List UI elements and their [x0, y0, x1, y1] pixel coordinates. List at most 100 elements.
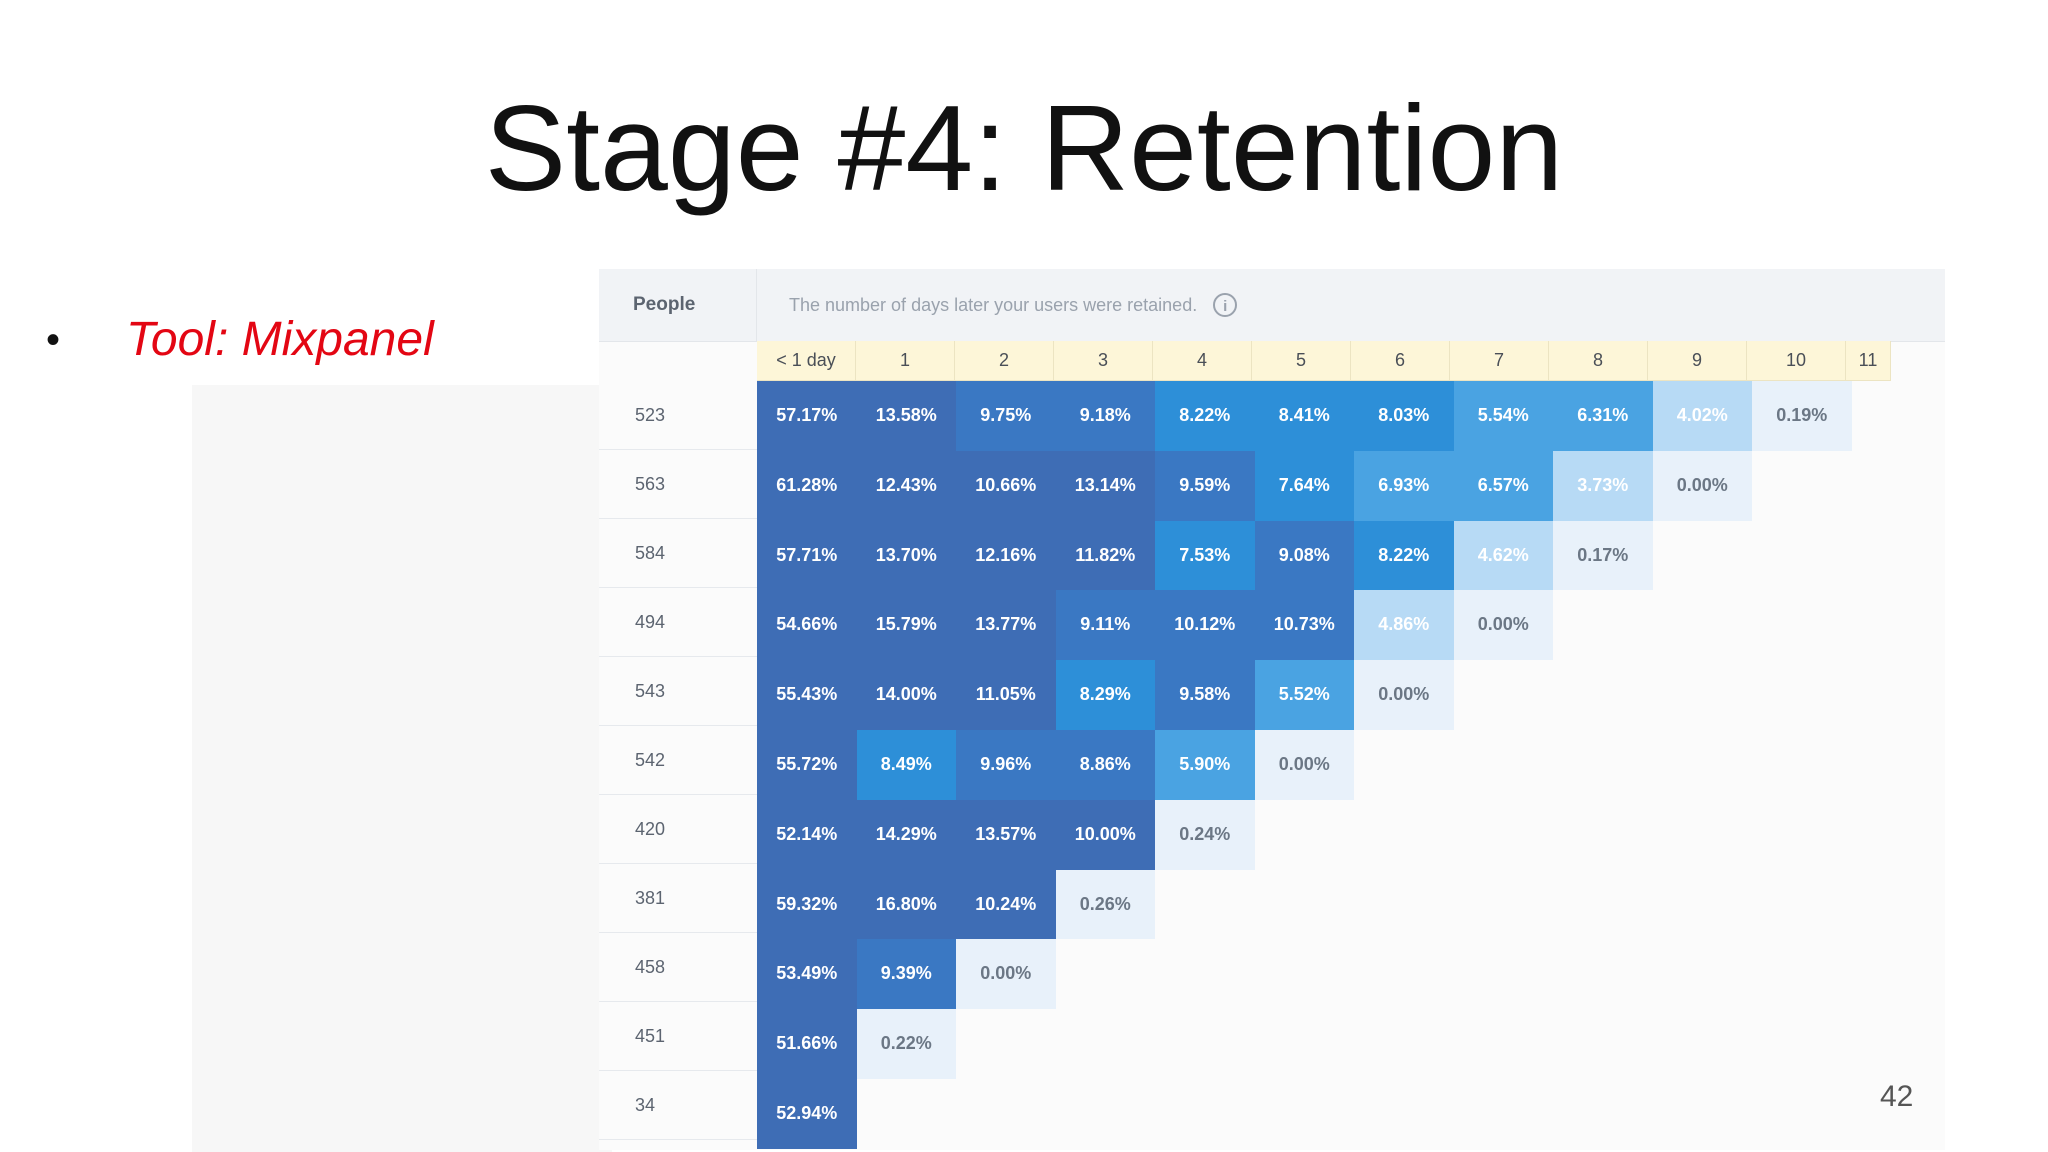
retention-cell: 61.28% — [757, 450, 857, 521]
retention-cell: 13.77% — [956, 590, 1056, 661]
retention-cell: 52.14% — [757, 799, 857, 870]
retention-cell: 9.75% — [956, 381, 1056, 451]
retention-cell: 59.32% — [757, 869, 857, 940]
screenshot-shade — [192, 385, 612, 1152]
bullet-text: Tool: Mixpanel — [126, 313, 434, 366]
table-row: 57.17% 13.58% 9.75% 9.18% 8.22% 8.41% 8.03% 5.5… — [757, 381, 1852, 451]
retention-cell: 0.00% — [1652, 450, 1752, 521]
people-count-cell: 542 — [599, 726, 757, 795]
slide-title: Stage #4: Retention — [484, 80, 1564, 216]
day-header-cell: 10 — [1747, 341, 1846, 380]
retention-cell: 53.49% — [757, 939, 857, 1010]
retention-cell: 57.71% — [757, 520, 857, 591]
day-header-cell: 1 — [856, 341, 955, 380]
people-count-cell: 451 — [599, 1002, 757, 1071]
retention-cell: 5.90% — [1155, 729, 1255, 800]
retention-cell: 9.18% — [1055, 381, 1155, 451]
retention-cell: 57.17% — [757, 381, 857, 451]
people-count-cell: 458 — [599, 933, 757, 1002]
retention-cell: 6.57% — [1453, 450, 1553, 521]
retention-cell: 10.24% — [956, 869, 1056, 940]
retention-cell: 0.22% — [856, 1009, 956, 1079]
people-column: 523 563 584 494 543 542 420 381 458 451 34 — [599, 381, 758, 1140]
retention-cell: 10.66% — [956, 450, 1056, 521]
retention-header: People The number of days later your use… — [599, 269, 1945, 342]
day-header-cell: 11 — [1846, 341, 1891, 380]
people-count-cell: 381 — [599, 864, 757, 933]
people-count-cell: 563 — [599, 450, 757, 519]
people-count-cell: 584 — [599, 519, 757, 588]
retention-cell: 8.29% — [1055, 660, 1155, 730]
retention-cell: 13.70% — [856, 520, 956, 591]
retention-cell: 11.05% — [956, 660, 1056, 730]
retention-cell: 0.17% — [1553, 520, 1653, 591]
retention-cell: 8.22% — [1354, 520, 1454, 591]
retention-cell: 7.53% — [1155, 520, 1255, 591]
table-row: 52.14% 14.29% 13.57% 10.00% 0.24% — [757, 799, 1852, 870]
retention-cell: 16.80% — [856, 869, 956, 940]
retention-cell: 3.73% — [1553, 450, 1653, 521]
retention-cell: 9.58% — [1155, 660, 1255, 730]
people-count-cell: 34 — [599, 1071, 757, 1140]
days-caption-text: The number of days later your users were… — [789, 294, 1198, 315]
retention-cell: 9.11% — [1055, 590, 1155, 661]
retention-cell: 10.73% — [1254, 590, 1354, 661]
retention-cell: 0.19% — [1752, 381, 1852, 451]
info-icon[interactable]: i — [1213, 293, 1238, 317]
retention-cell: 8.86% — [1055, 729, 1155, 800]
retention-cell: 51.66% — [757, 1009, 857, 1079]
retention-cell: 5.52% — [1254, 660, 1354, 730]
retention-cell: 0.00% — [1453, 590, 1553, 661]
retention-cell: 10.00% — [1055, 799, 1155, 870]
retention-cell: 4.86% — [1354, 590, 1454, 661]
day-header-cell: 4 — [1153, 341, 1252, 380]
people-count-cell: 420 — [599, 795, 757, 864]
bullet-item: • Tool: Mixpanel — [46, 308, 434, 372]
day-header-cell: < 1 day — [757, 341, 856, 380]
table-row: 55.43% 14.00% 11.05% 8.29% 9.58% 5.52% 0.00% — [757, 660, 1852, 730]
retention-cell: 9.96% — [956, 729, 1056, 800]
people-count-cell: 543 — [599, 657, 757, 726]
retention-cell: 55.72% — [757, 729, 857, 800]
retention-cell: 13.57% — [956, 799, 1056, 870]
retention-cell: 52.94% — [757, 1078, 857, 1149]
day-header-cell: 7 — [1450, 341, 1549, 380]
retention-cell: 12.43% — [856, 450, 956, 521]
page-number: 42 — [1880, 1080, 1914, 1113]
retention-cell: 10.12% — [1155, 590, 1255, 661]
table-row: 52.94% — [757, 1078, 1852, 1149]
day-header-cell: 5 — [1252, 341, 1351, 380]
retention-cell: 11.82% — [1055, 520, 1155, 591]
retention-cell: 9.39% — [856, 939, 956, 1010]
people-count-cell: 494 — [599, 588, 757, 657]
retention-cell: 14.00% — [856, 660, 956, 730]
days-caption: The number of days later your users were… — [789, 269, 1238, 341]
people-count-cell: 523 — [599, 381, 757, 450]
table-row: 51.66% 0.22% — [757, 1009, 1852, 1079]
retention-cell: 8.41% — [1254, 381, 1354, 451]
people-header: People — [599, 269, 757, 341]
table-row: 54.66% 15.79% 13.77% 9.11% 10.12% 10.73% 4.86%… — [757, 590, 1852, 661]
table-row: 59.32% 16.80% 10.24% 0.26% — [757, 869, 1852, 940]
retention-cell: 0.00% — [956, 939, 1056, 1010]
day-header-cell: 3 — [1054, 341, 1153, 380]
day-header-row: < 1 day 1 2 3 4 5 6 7 8 9 10 11 — [757, 341, 1891, 381]
retention-cell: 6.31% — [1553, 381, 1653, 451]
day-header-cell: 9 — [1648, 341, 1747, 380]
retention-cell: 13.58% — [856, 381, 956, 451]
retention-cell: 8.49% — [856, 729, 956, 800]
retention-cell: 4.02% — [1652, 381, 1752, 451]
day-header-cell: 8 — [1549, 341, 1648, 380]
retention-cell: 6.93% — [1354, 450, 1454, 521]
retention-cell: 0.26% — [1055, 869, 1155, 940]
retention-cell: 54.66% — [757, 590, 857, 661]
retention-cell: 14.29% — [856, 799, 956, 870]
retention-cell: 0.00% — [1254, 729, 1354, 800]
day-header-cell: 6 — [1351, 341, 1450, 380]
retention-grid: 57.17% 13.58% 9.75% 9.18% 8.22% 8.41% 8.03% 5.5… — [757, 381, 1852, 1149]
retention-cell: 5.54% — [1453, 381, 1553, 451]
table-row: 57.71% 13.70% 12.16% 11.82% 7.53% 9.08% 8.22% 4… — [757, 520, 1852, 591]
day-header-cell: 2 — [955, 341, 1054, 380]
bullet-dot: • — [46, 318, 61, 362]
retention-cell: 55.43% — [757, 660, 857, 730]
